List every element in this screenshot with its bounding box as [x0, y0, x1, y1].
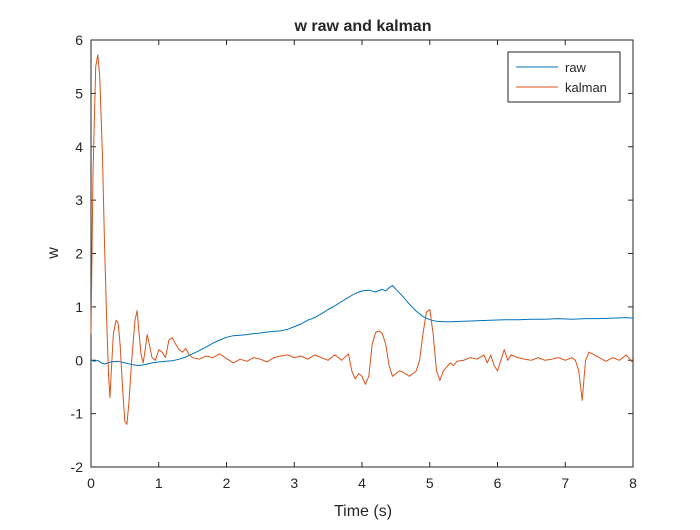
y-axis-label: w — [45, 247, 62, 260]
legend-label-raw: raw — [565, 60, 587, 75]
series-lines — [90, 54, 634, 425]
x-tick-label: 6 — [494, 475, 502, 491]
x-tick-label: 2 — [223, 475, 231, 491]
series-line-raw — [90, 285, 634, 367]
y-tick-label: 5 — [75, 85, 83, 101]
chart-title: w raw and kalman — [294, 18, 432, 35]
axis-ticks: 0 1 2 3 4 5 6 7 8 -2 -1 0 1 2 3 4 5 6 — [71, 32, 638, 491]
legend-label-kalman: kalman — [565, 80, 607, 95]
y-tick-label: 6 — [75, 32, 83, 48]
y-tick-label: -2 — [71, 459, 84, 475]
y-tick-label: 1 — [75, 299, 83, 315]
y-tick-label: -1 — [71, 406, 84, 422]
y-tick-label: 4 — [75, 139, 83, 155]
x-tick-label: 3 — [290, 475, 298, 491]
y-tick-label: 0 — [75, 352, 83, 368]
y-tick-label: 2 — [75, 246, 83, 262]
legend-box — [507, 51, 621, 103]
x-tick-label: 7 — [561, 475, 569, 491]
x-axis-label: Time (s) — [334, 503, 392, 520]
x-tick-label: 4 — [358, 475, 366, 491]
plot-area — [90, 39, 634, 468]
x-tick-label: 8 — [629, 475, 637, 491]
x-tick-label: 5 — [426, 475, 434, 491]
x-tick-label: 0 — [87, 475, 95, 491]
legend[interactable]: raw kalman — [507, 51, 621, 103]
x-tick-label: 1 — [155, 475, 163, 491]
y-tick-label: 3 — [75, 192, 83, 208]
series-line-kalman — [90, 54, 634, 425]
